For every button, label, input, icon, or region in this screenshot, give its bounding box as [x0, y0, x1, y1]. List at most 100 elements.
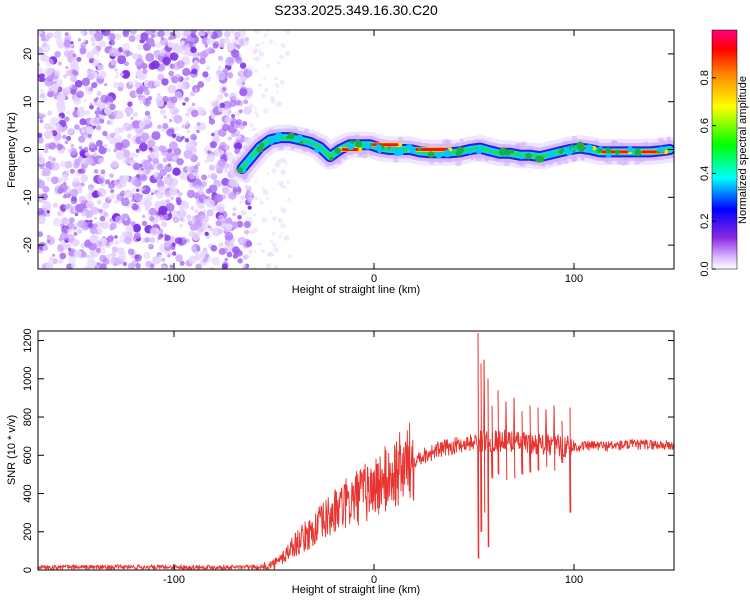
noise-blob	[38, 231, 44, 238]
ridge-speckle	[456, 146, 465, 154]
noise-blob	[83, 265, 90, 269]
noise-blob	[109, 103, 116, 111]
noise-blob	[147, 96, 153, 101]
ridge-speckle	[334, 147, 341, 154]
noise-blob	[98, 208, 103, 214]
noise-blob	[77, 168, 83, 174]
noise-blob	[150, 60, 160, 69]
noise-blob	[119, 151, 125, 156]
noise-blob	[127, 262, 135, 269]
noise-blob	[181, 124, 185, 128]
noise-blob	[76, 108, 86, 118]
noise-blob	[244, 184, 249, 189]
ridge-speckle	[614, 150, 620, 155]
ridge-blob	[416, 141, 422, 147]
noise-blob	[160, 265, 167, 269]
noise-blob	[170, 196, 174, 201]
noise-blob	[273, 264, 279, 269]
noise-blob	[77, 219, 86, 228]
ridge-speckle	[276, 138, 280, 143]
noise-blob	[89, 102, 93, 106]
noise-blob	[57, 128, 62, 133]
noise-blob	[278, 234, 283, 239]
noise-blob	[40, 89, 44, 93]
noise-blob	[109, 133, 115, 138]
noise-blob	[206, 37, 214, 45]
noise-blob	[182, 67, 191, 77]
noise-blob	[134, 232, 141, 240]
spectrogram-ridge	[229, 124, 674, 182]
noise-blob	[261, 41, 265, 45]
noise-blob	[76, 90, 85, 99]
noise-blob	[39, 119, 44, 124]
ridge-blob	[661, 139, 666, 144]
snr-spike	[569, 407, 572, 513]
snr-spike	[477, 332, 480, 559]
noise-blob	[212, 42, 219, 49]
noise-blob	[142, 69, 148, 74]
noise-blob	[111, 160, 119, 168]
colorbar-tick-label: 0.0	[699, 261, 711, 276]
ridge-speckle	[535, 155, 542, 163]
noise-blob	[140, 187, 144, 192]
noise-blob	[224, 240, 230, 246]
noise-blob	[71, 69, 78, 75]
noise-blob	[43, 123, 52, 131]
noise-blob	[124, 106, 134, 116]
noise-blob	[116, 183, 123, 189]
noise-blob	[44, 67, 53, 76]
noise-blob	[152, 157, 159, 165]
noise-blob	[136, 44, 143, 50]
noise-blob	[224, 257, 228, 262]
noise-blob	[132, 120, 141, 129]
ridge-speckle	[585, 144, 594, 153]
noise-blob	[170, 96, 178, 104]
noise-blob	[286, 162, 289, 165]
ridge-speckle	[627, 146, 634, 153]
noise-blob	[151, 33, 156, 38]
noise-blob	[236, 44, 241, 49]
noise-blob	[68, 247, 72, 251]
noise-blob	[99, 40, 106, 48]
noise-blob	[104, 83, 108, 87]
noise-blob	[224, 169, 228, 173]
noise-blob	[84, 110, 91, 116]
noise-blob	[47, 85, 55, 93]
noise-blob	[235, 191, 240, 196]
noise-blob	[73, 96, 82, 106]
noise-blob	[56, 103, 66, 113]
noise-blob	[57, 61, 62, 66]
noise-blob	[214, 193, 223, 203]
noise-blob	[249, 217, 252, 220]
ridge-speckle	[457, 153, 461, 157]
noise-blob	[185, 43, 190, 48]
ridge-speckle	[245, 156, 253, 163]
noise-blob	[43, 131, 50, 138]
noise-blob	[186, 189, 196, 199]
noise-blob	[251, 266, 256, 269]
noise-blob	[42, 42, 47, 48]
noise-blob	[48, 260, 52, 264]
snr-y-ticks: 0 200 400 600 800 1000 1200	[22, 328, 674, 573]
noise-blob	[171, 242, 176, 247]
ridge-speckle	[656, 150, 660, 154]
noise-blob	[66, 135, 72, 141]
noise-blob	[150, 263, 155, 268]
noise-blob	[184, 138, 190, 143]
noise-blob	[135, 33, 143, 41]
noise-blob	[230, 49, 240, 58]
noise-blob	[227, 136, 232, 141]
noise-blob	[114, 199, 119, 204]
noise-blob	[99, 254, 107, 263]
ridge-blob	[634, 159, 640, 165]
noise-blob	[217, 55, 224, 61]
noise-blob	[212, 136, 218, 142]
noise-blob	[204, 44, 208, 48]
noise-blob	[39, 92, 48, 101]
noise-blob	[264, 32, 268, 37]
noise-blob	[242, 121, 248, 127]
noise-blob	[161, 221, 168, 228]
ridge-blob	[556, 158, 563, 166]
noise-blob	[223, 107, 232, 117]
